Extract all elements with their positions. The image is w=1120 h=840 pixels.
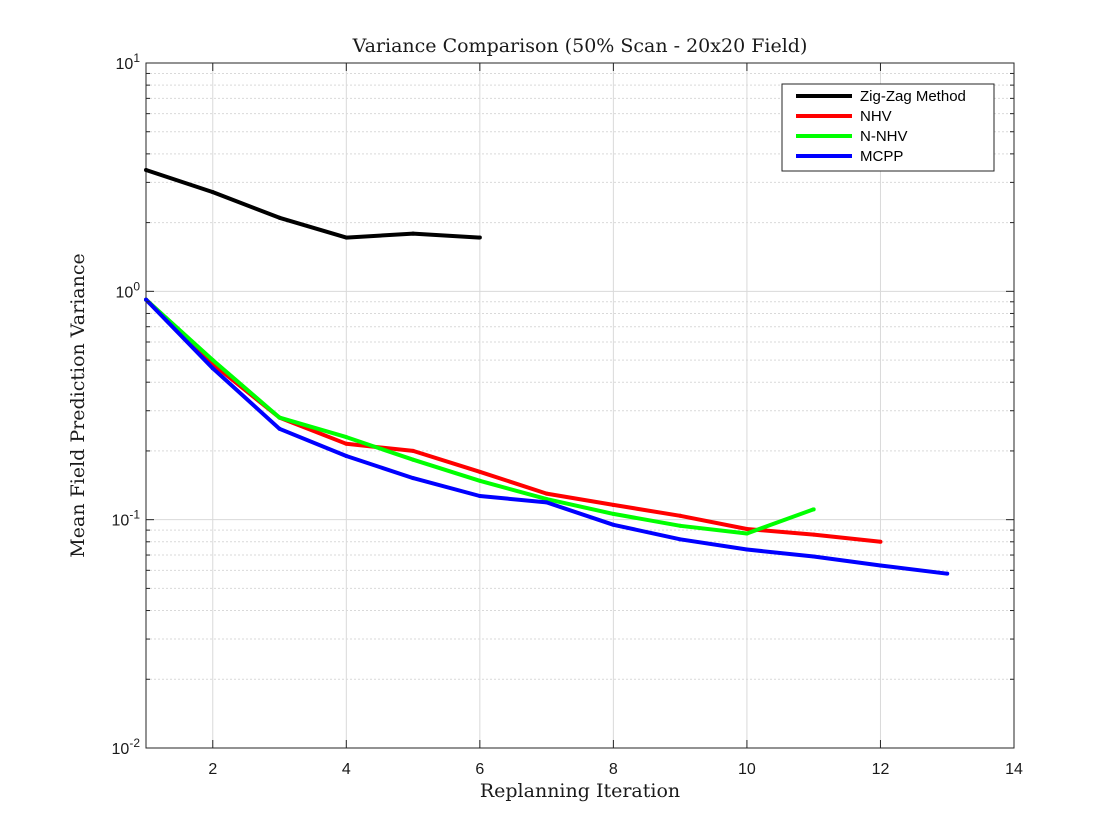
data-point-mcpp <box>277 426 282 431</box>
series-line-zig-zag-method <box>145 168 480 240</box>
x-tick-label: 4 <box>342 761 351 778</box>
y-tick-label: 10-2 <box>112 736 141 758</box>
data-point-n-nhv <box>744 531 749 536</box>
data-point-nhv <box>744 527 749 532</box>
data-point-n-nhv <box>344 435 349 440</box>
data-point-mcpp <box>210 366 215 371</box>
x-tick-label: 14 <box>1005 761 1023 778</box>
x-tick-label: 10 <box>738 761 756 778</box>
data-point-n-nhv <box>277 415 282 420</box>
grid <box>146 62 1015 749</box>
data-point-mcpp <box>144 297 148 302</box>
data-point-mcpp <box>477 493 482 498</box>
y-tick-label: 100 <box>116 279 141 301</box>
data-point-n-nhv <box>611 511 616 516</box>
data-point-n-nhv <box>678 523 683 528</box>
data-point-zig-zag-method <box>144 167 148 172</box>
data-point-zig-zag-method <box>210 190 215 195</box>
legend: Zig-Zag Method NHV N-NHV MCPP <box>781 83 995 172</box>
data-point-n-nhv <box>210 358 215 363</box>
data-point-nhv <box>611 502 616 507</box>
data-point-n-nhv <box>544 497 549 502</box>
x-tick-label: 6 <box>475 761 484 778</box>
data-point-mcpp <box>544 500 549 505</box>
data-point-nhv <box>411 448 416 453</box>
legend-entry: NHV <box>860 108 892 125</box>
x-tick-label: 12 <box>872 761 890 778</box>
data-point-mcpp <box>678 537 683 542</box>
y-tick-label: 10-1 <box>112 508 141 530</box>
data-point-zig-zag-method <box>411 231 416 236</box>
data-point-mcpp <box>344 454 349 459</box>
data-point-n-nhv <box>411 457 416 462</box>
legend-entry: MCPP <box>860 148 903 165</box>
data-point-mcpp <box>811 554 816 559</box>
x-axis-label: Replanning Iteration <box>480 780 680 802</box>
axis-ticks: 2 4 6 8 10 12 14 10-2 10-1 100 101 <box>112 51 1023 778</box>
y-axis-label: Mean Field Prediction Variance <box>67 253 89 557</box>
series-layer <box>144 167 950 576</box>
data-point-n-nhv <box>811 507 816 512</box>
data-point-mcpp <box>945 571 950 576</box>
y-tick-label: 101 <box>116 51 141 73</box>
data-point-mcpp <box>878 563 883 568</box>
chart-title: Variance Comparison (50% Scan - 20x20 Fi… <box>352 35 808 57</box>
data-point-nhv <box>811 532 816 537</box>
data-point-n-nhv <box>477 478 482 483</box>
data-point-mcpp <box>411 476 416 481</box>
data-point-mcpp <box>611 522 616 527</box>
x-tick-label: 8 <box>609 761 618 778</box>
data-point-zig-zag-method <box>477 235 482 240</box>
data-point-nhv <box>678 513 683 518</box>
data-point-nhv <box>544 491 549 496</box>
plot-area <box>145 62 1015 749</box>
data-point-mcpp <box>744 547 749 552</box>
data-point-nhv <box>344 441 349 446</box>
data-point-nhv <box>878 539 883 544</box>
data-point-zig-zag-method <box>344 235 349 240</box>
legend-entry: Zig-Zag Method <box>860 88 966 105</box>
legend-entry: N-NHV <box>860 128 908 145</box>
data-point-nhv <box>477 469 482 474</box>
data-point-zig-zag-method <box>277 215 282 220</box>
x-tick-label: 2 <box>208 761 217 778</box>
